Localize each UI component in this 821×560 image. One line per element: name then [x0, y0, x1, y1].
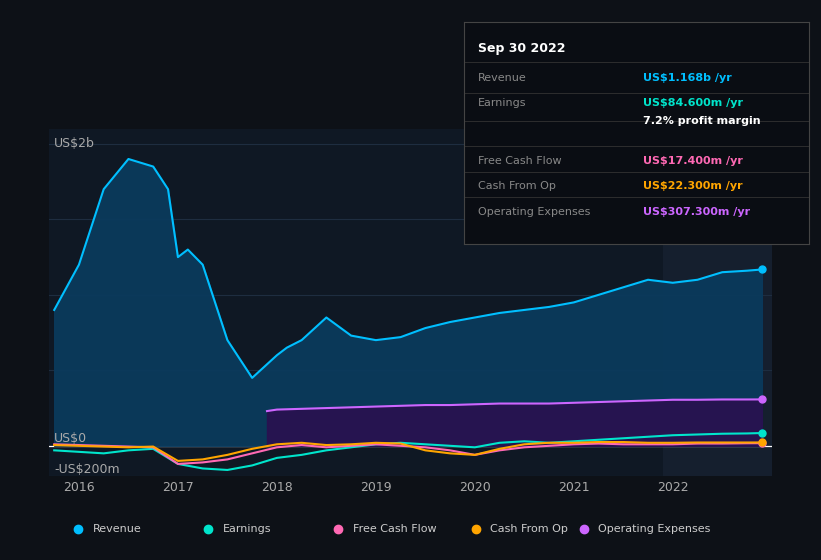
- Text: US$1.168b /yr: US$1.168b /yr: [643, 73, 732, 83]
- Text: Earnings: Earnings: [222, 524, 271, 534]
- Text: Free Cash Flow: Free Cash Flow: [478, 156, 562, 166]
- Text: Earnings: Earnings: [478, 98, 526, 108]
- Text: US$2b: US$2b: [54, 137, 95, 151]
- Text: Operating Expenses: Operating Expenses: [478, 207, 590, 217]
- Text: US$0: US$0: [54, 432, 87, 445]
- Text: Free Cash Flow: Free Cash Flow: [353, 524, 436, 534]
- Text: Operating Expenses: Operating Expenses: [599, 524, 711, 534]
- Text: -US$200m: -US$200m: [54, 463, 120, 476]
- Text: US$22.300m /yr: US$22.300m /yr: [643, 181, 743, 191]
- Text: US$17.400m /yr: US$17.400m /yr: [643, 156, 743, 166]
- Text: Cash From Op: Cash From Op: [490, 524, 568, 534]
- Text: Revenue: Revenue: [478, 73, 526, 83]
- Bar: [663, 129, 772, 476]
- Text: US$84.600m /yr: US$84.600m /yr: [643, 98, 743, 108]
- Text: Revenue: Revenue: [93, 524, 141, 534]
- Text: US$307.300m /yr: US$307.300m /yr: [643, 207, 750, 217]
- Text: 7.2% profit margin: 7.2% profit margin: [643, 116, 761, 126]
- Text: Cash From Op: Cash From Op: [478, 181, 556, 191]
- Text: Sep 30 2022: Sep 30 2022: [478, 43, 565, 55]
